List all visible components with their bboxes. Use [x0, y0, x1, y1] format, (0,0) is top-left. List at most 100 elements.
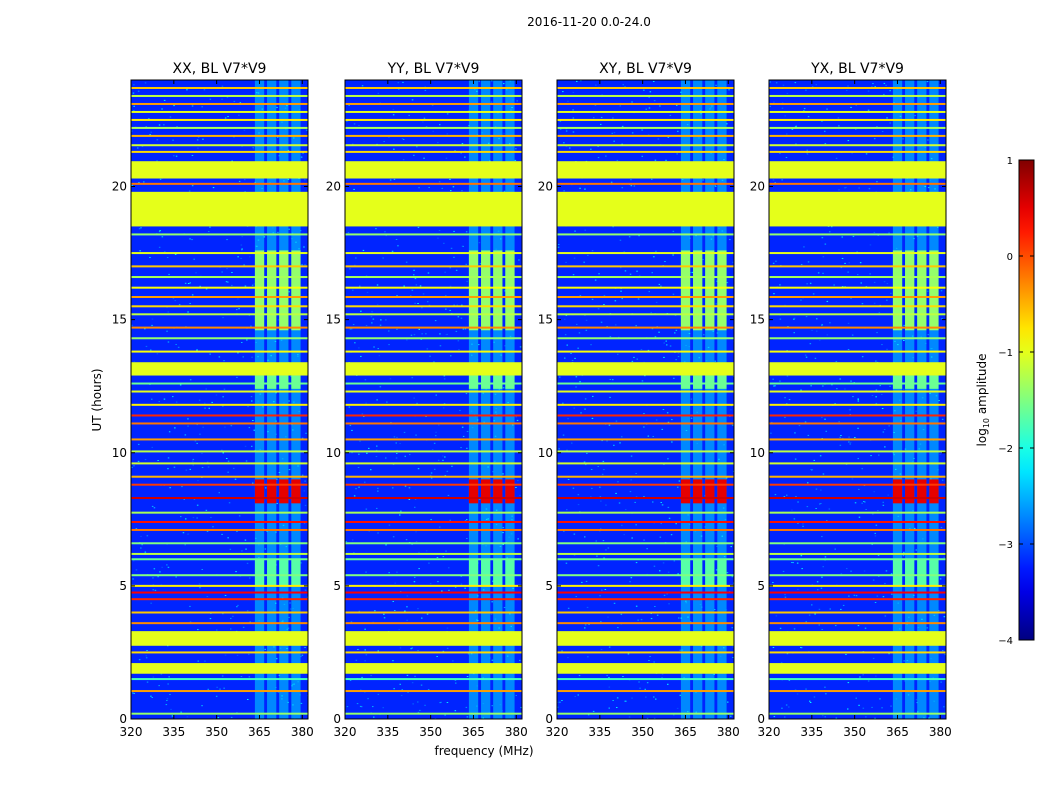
- rfi-band-column: [705, 80, 715, 719]
- noise-speck: [595, 540, 597, 542]
- noise-speck: [629, 581, 631, 583]
- noise-speck: [519, 659, 521, 661]
- colorbar-tick-label: −3: [998, 540, 1013, 551]
- noise-speck: [167, 566, 170, 568]
- x-tick-label: 335: [162, 725, 185, 739]
- panel-title: XX, BL V7*V9: [173, 61, 267, 77]
- noise-speck: [204, 402, 206, 404]
- noise-speck: [209, 98, 212, 100]
- noise-speck: [637, 298, 640, 300]
- noise-speck: [606, 675, 608, 677]
- noise-speck: [187, 418, 189, 420]
- noise-speck: [378, 355, 381, 357]
- noise-speck: [824, 130, 826, 132]
- noise-speck: [878, 575, 880, 577]
- noise-speck: [816, 330, 818, 332]
- noise-speck: [446, 647, 449, 649]
- noise-speck: [503, 132, 505, 134]
- noise-speck: [461, 190, 463, 192]
- noise-speck: [204, 407, 206, 409]
- noise-speck: [616, 159, 619, 161]
- noise-speck: [671, 419, 673, 421]
- noise-speck: [587, 714, 590, 716]
- flagged-block: [131, 161, 308, 179]
- noise-speck: [621, 298, 623, 300]
- noise-speck: [850, 106, 852, 108]
- noise-speck: [608, 424, 611, 426]
- noise-speck: [360, 355, 362, 357]
- noise-speck: [609, 379, 611, 380]
- noise-speck: [449, 178, 451, 180]
- noise-speck: [408, 487, 411, 489]
- noise-speck: [466, 538, 468, 539]
- noise-speck: [944, 178, 946, 180]
- noise-speck: [300, 562, 302, 564]
- noise-speck: [672, 293, 675, 295]
- noise-speck: [275, 564, 278, 566]
- noise-speck: [784, 397, 786, 399]
- rfi-burst: [680, 479, 691, 504]
- rfi-burst: [693, 479, 703, 504]
- noise-speck: [444, 271, 446, 273]
- noise-speck: [881, 707, 883, 709]
- flagged-block: [557, 663, 734, 674]
- noise-speck: [579, 381, 581, 383]
- noise-speck: [772, 378, 774, 380]
- noise-speck: [366, 452, 368, 454]
- noise-speck: [865, 509, 867, 510]
- noise-speck: [779, 153, 781, 154]
- noise-speck: [419, 285, 422, 287]
- rfi-line: [557, 276, 734, 279]
- noise-speck: [246, 339, 248, 341]
- noise-speck: [392, 660, 394, 662]
- noise-speck: [243, 264, 245, 266]
- noise-speck: [608, 707, 610, 709]
- rfi-line: [769, 313, 946, 316]
- noise-speck: [221, 98, 223, 100]
- rfi-line: [769, 265, 946, 268]
- noise-speck: [775, 615, 778, 617]
- y-tick-label: 15: [112, 313, 127, 327]
- noise-speck: [465, 393, 468, 395]
- noise-speck: [851, 334, 854, 336]
- noise-speck: [562, 434, 565, 436]
- noise-speck: [637, 619, 639, 621]
- noise-speck: [571, 359, 574, 361]
- rfi-line: [131, 233, 308, 236]
- noise-speck: [849, 443, 851, 445]
- noise-speck: [779, 627, 782, 629]
- noise-speck: [562, 402, 564, 404]
- rfi-line: [769, 591, 946, 594]
- noise-speck: [248, 653, 250, 655]
- noise-speck: [445, 334, 448, 336]
- rfi-line: [557, 497, 734, 500]
- noise-speck: [364, 628, 366, 630]
- noise-speck: [232, 615, 234, 617]
- rfi-burst: [505, 375, 515, 389]
- noise-speck: [858, 488, 860, 490]
- noise-speck: [228, 502, 231, 504]
- colorbar-tick-label: 1: [1007, 156, 1013, 167]
- rfi-band-column: [929, 80, 939, 719]
- noise-speck: [879, 385, 881, 387]
- noise-speck: [625, 509, 627, 511]
- rfi-burst: [705, 559, 715, 586]
- noise-speck: [597, 565, 600, 567]
- noise-speck: [455, 682, 457, 684]
- noise-speck: [370, 675, 372, 677]
- noise-speck: [212, 187, 215, 189]
- noise-speck: [193, 498, 196, 500]
- rfi-line: [131, 712, 308, 715]
- noise-speck: [137, 90, 140, 92]
- noise-speck: [902, 138, 904, 140]
- rfi-line: [769, 276, 946, 279]
- noise-speck: [426, 348, 429, 350]
- noise-speck: [288, 469, 291, 471]
- colorbar-label: log10 amplitude: [975, 354, 991, 447]
- noise-speck: [577, 504, 580, 506]
- noise-speck: [577, 694, 579, 696]
- noise-speck: [206, 596, 209, 597]
- rfi-band-column: [468, 80, 479, 719]
- rfi-band-column: [493, 80, 503, 719]
- noise-speck: [146, 650, 148, 651]
